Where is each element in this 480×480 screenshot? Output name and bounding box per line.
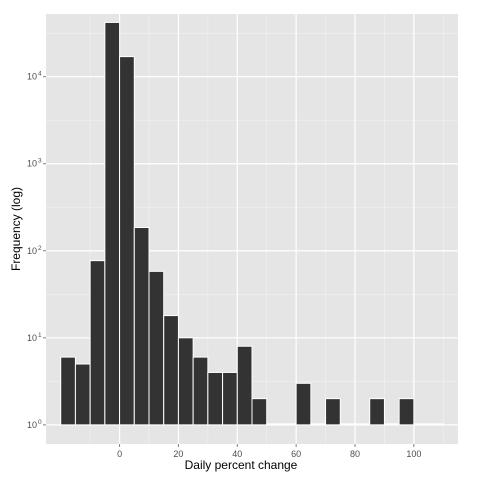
x-tick-label: 40 bbox=[232, 449, 242, 459]
y-tick-label: 10 bbox=[27, 333, 37, 343]
histogram-bar bbox=[207, 371, 224, 426]
histogram-bar bbox=[163, 315, 179, 426]
histogram-bar bbox=[339, 423, 356, 426]
histogram-bar bbox=[192, 356, 209, 426]
histogram-bar bbox=[89, 260, 106, 426]
y-tick-exponent: 1 bbox=[38, 332, 42, 339]
y-tick-exponent: 4 bbox=[38, 71, 42, 78]
x-tick-label: 20 bbox=[173, 449, 183, 459]
y-tick-label: 10 bbox=[27, 159, 37, 169]
x-tick-label: 0 bbox=[117, 449, 122, 459]
histogram-bar bbox=[266, 423, 282, 426]
histogram-bar bbox=[354, 423, 371, 426]
histogram-bar bbox=[280, 423, 297, 426]
histogram-bar bbox=[310, 423, 327, 426]
x-tick-label: 60 bbox=[291, 449, 301, 459]
y-tick-exponent: 0 bbox=[38, 419, 42, 426]
histogram-bar bbox=[295, 382, 312, 426]
histogram-bar bbox=[383, 423, 400, 426]
histogram-bar bbox=[398, 398, 415, 426]
histogram-bar bbox=[236, 345, 253, 426]
histogram-bar bbox=[251, 398, 268, 426]
histogram-bar bbox=[104, 21, 121, 426]
y-axis-title: Frequency (log) bbox=[9, 187, 23, 271]
x-axis-title: Daily percent change bbox=[185, 458, 298, 472]
histogram-bar bbox=[133, 227, 150, 426]
histogram-bar bbox=[148, 270, 165, 426]
bars bbox=[60, 21, 444, 426]
histogram-bar bbox=[74, 363, 91, 426]
histogram-bar bbox=[369, 398, 385, 426]
histogram-bar bbox=[413, 423, 430, 426]
y-tick-exponent: 3 bbox=[38, 158, 42, 165]
histogram-bar bbox=[428, 423, 444, 426]
histogram-bar bbox=[119, 56, 135, 426]
x-tick-label: 80 bbox=[350, 449, 360, 459]
histogram-bar bbox=[177, 337, 194, 426]
x-tick-label: 100 bbox=[406, 449, 421, 459]
y-tick-label: 10 bbox=[27, 246, 37, 256]
histogram-bar bbox=[325, 398, 341, 426]
y-tick-exponent: 2 bbox=[38, 245, 42, 252]
histogram-bar bbox=[222, 371, 238, 426]
histogram-bar bbox=[60, 356, 76, 426]
y-tick-label: 10 bbox=[27, 72, 37, 82]
y-tick-label: 10 bbox=[27, 420, 37, 430]
